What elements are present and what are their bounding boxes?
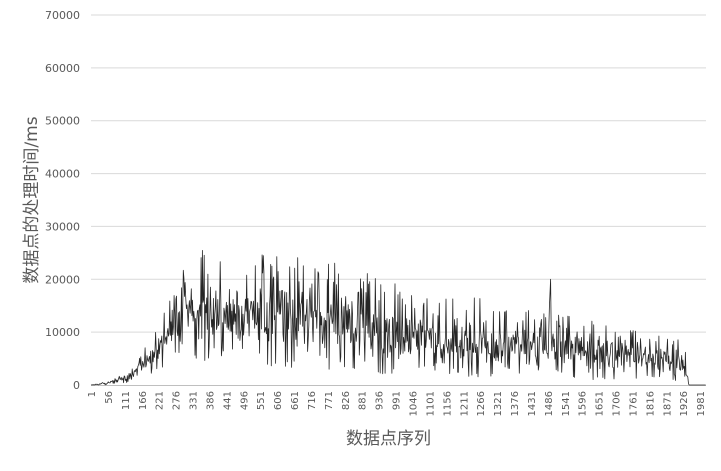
- x-tick-label: 716: [307, 391, 318, 410]
- x-tick-label: 661: [290, 391, 301, 410]
- x-tick-label: 1046: [408, 391, 419, 416]
- y-tick-label: 20000: [45, 273, 80, 286]
- x-tick-label: 386: [205, 391, 216, 410]
- x-tick-label: 111: [121, 391, 132, 410]
- x-tick-label: 881: [358, 391, 369, 410]
- x-tick-label: 1541: [561, 391, 572, 416]
- x-tick-label: 1596: [578, 391, 589, 416]
- x-tick-label: 826: [341, 391, 352, 410]
- x-tick-label: 991: [392, 391, 403, 410]
- x-axis-title: 数据点序列: [346, 429, 431, 449]
- x-tick-label: 1: [87, 391, 98, 397]
- x-tick-label: 276: [172, 391, 183, 410]
- x-tick-label: 496: [239, 391, 250, 410]
- x-tick-label: 551: [256, 391, 267, 410]
- x-tick-label: 221: [155, 391, 166, 410]
- data-series-line: [90, 250, 706, 386]
- x-tick-label: 1486: [544, 391, 555, 416]
- y-tick-label: 0: [73, 379, 80, 392]
- x-tick-label: 1101: [425, 391, 436, 416]
- x-tick-label: 1816: [645, 391, 656, 416]
- x-tick-label: 1706: [612, 391, 623, 416]
- x-tick-label: 1431: [527, 391, 538, 416]
- y-tick-label: 60000: [45, 62, 80, 75]
- x-tick-label: 1871: [662, 391, 673, 416]
- y-tick-label: 50000: [45, 115, 80, 128]
- x-tick-label: 1761: [628, 391, 639, 416]
- x-tick-label: 771: [324, 391, 335, 410]
- x-tick-label: 1926: [679, 391, 690, 416]
- x-tick-label: 1321: [493, 391, 504, 416]
- x-tick-label: 331: [189, 391, 200, 410]
- x-tick-label: 1156: [442, 391, 453, 416]
- x-tick-label: 1211: [459, 391, 470, 416]
- y-axis-title: 数据点的处理时间/ms: [22, 116, 42, 283]
- x-tick-label: 936: [375, 391, 386, 410]
- y-tick-label: 70000: [45, 9, 80, 22]
- y-tick-label: 40000: [45, 168, 80, 181]
- x-tick-label: 1651: [595, 391, 606, 416]
- x-tick-label: 1266: [476, 391, 487, 416]
- x-tick-label: 56: [104, 391, 115, 404]
- x-tick-label: 166: [138, 391, 149, 410]
- y-tick-label: 30000: [45, 220, 80, 233]
- x-tick-label: 606: [273, 391, 284, 410]
- x-tick-label: 1981: [696, 391, 707, 416]
- x-tick-label: 1376: [510, 391, 521, 416]
- x-tick-label: 441: [222, 391, 233, 410]
- y-tick-label: 10000: [45, 326, 80, 339]
